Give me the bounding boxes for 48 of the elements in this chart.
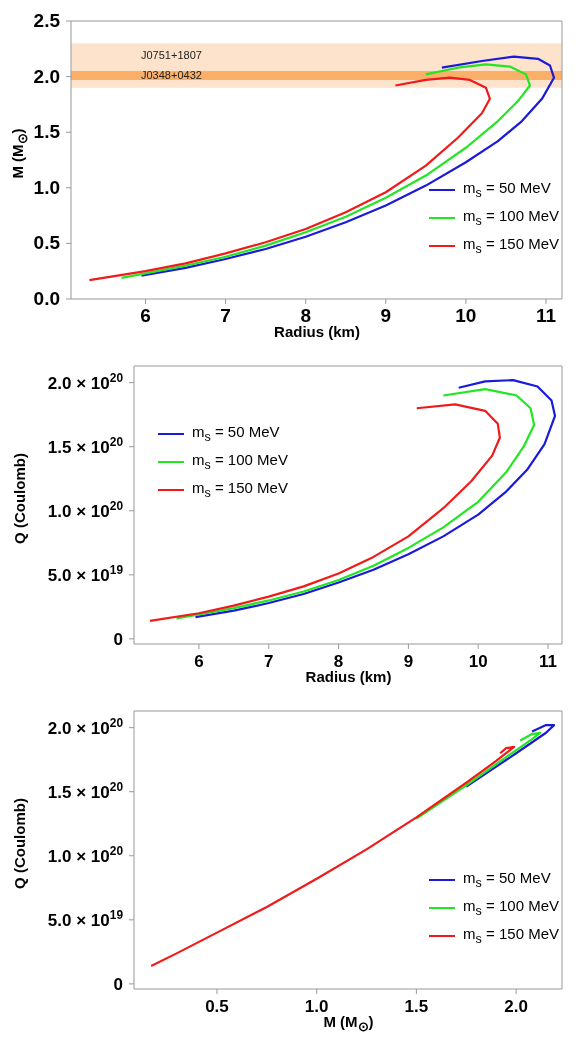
y-tick-label: 1.0 × 10$^{20}$: [47, 843, 124, 866]
band-label: J0751+1807: [141, 49, 202, 62]
y-tick-label: 2.0: [33, 65, 60, 87]
legend-label: m$_{s}$ = 100 MeV: [463, 897, 559, 918]
legend-label: m$_{s}$ = 150 MeV: [463, 235, 559, 256]
y-tick-label: 1.0 × 10$^{20}$: [47, 498, 124, 521]
y-tick-label: 1.5 × 10$^{20}$: [47, 434, 124, 457]
y-axis-title: Q (Coulomb): [10, 798, 28, 889]
y-tick-label: 1.5 × 10$^{20}$: [47, 779, 124, 802]
x-tick-label: 2.0: [504, 997, 528, 1016]
band-label: J0348+0432: [141, 69, 202, 82]
x-tick-label: 6: [194, 652, 204, 671]
legend-label: m$_{s}$ = 100 MeV: [192, 451, 288, 472]
x-tick-label: 0.5: [205, 997, 229, 1016]
x-tick-label: 8: [300, 305, 311, 326]
y-tick-label: 0.5: [33, 232, 61, 254]
x-tick-label: 1.5: [404, 997, 429, 1016]
legend-label: m$_{s}$ = 150 MeV: [192, 479, 288, 500]
legend-label: m$_{s}$ = 150 MeV: [463, 925, 559, 946]
y-tick-label: 0.0: [33, 288, 60, 309]
y-tick-label: 2.0 × 10$^{20}$: [47, 715, 124, 738]
x-tick-label: 1.0: [304, 997, 329, 1016]
x-tick-label: 6: [140, 305, 151, 326]
y-tick-label: 5.0 × 10$^{19}$: [47, 562, 124, 585]
x-tick-label: 9: [380, 305, 392, 326]
x-axis-title: Radius (km): [274, 323, 360, 340]
legend-label: m$_{s}$ = 50 MeV: [463, 179, 551, 200]
y-tick-label: 2.5: [33, 10, 61, 31]
x-tick-label: 9: [403, 652, 414, 671]
x-tick-label: 11: [539, 652, 558, 671]
x-tick-label: 10: [455, 305, 477, 326]
x-tick-label: 8: [333, 652, 344, 671]
x-axis-title: M (M$_{⊙}$): [323, 1013, 374, 1034]
y-tick-label: 0: [113, 629, 123, 649]
x-tick-label: 7: [264, 652, 274, 671]
y-tick-label: 2.0 × 10$^{20}$: [47, 370, 124, 393]
legend-label: m$_{s}$ = 50 MeV: [463, 869, 551, 890]
legend-label: m$_{s}$ = 100 MeV: [463, 207, 559, 228]
x-tick-label: 10: [468, 652, 488, 671]
x-tick-label: 11: [535, 305, 557, 326]
x-axis-title: Radius (km): [305, 668, 392, 685]
legend-label: m$_{s}$ = 50 MeV: [192, 423, 280, 444]
x-tick-label: 7: [220, 305, 231, 326]
y-axis-title: Q (Coulomb): [10, 453, 28, 544]
y-tick-label: 5.0 × 10$^{19}$: [47, 907, 124, 930]
y-tick-label: 1.5: [33, 121, 61, 143]
y-tick-label: 1.0: [33, 176, 60, 198]
y-tick-label: 0: [113, 974, 123, 994]
